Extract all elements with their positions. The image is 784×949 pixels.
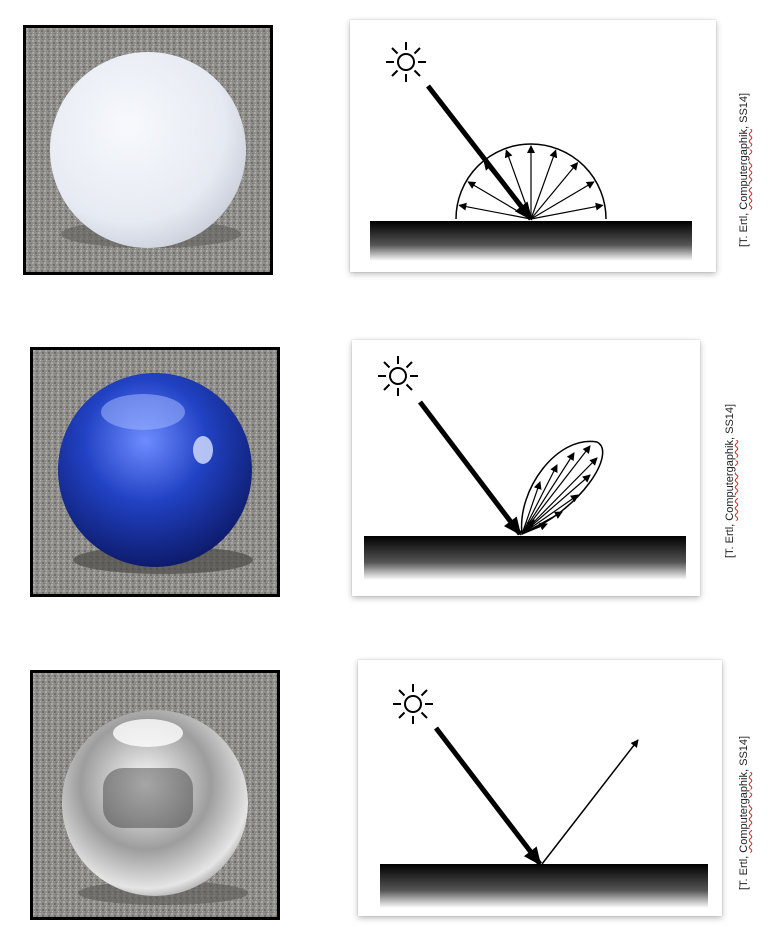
reflected-ray xyxy=(521,464,558,535)
reflected-ray xyxy=(530,149,558,220)
diffuse-lobe xyxy=(455,143,607,220)
reflected-ray xyxy=(521,452,575,535)
reflected-ray xyxy=(541,739,639,865)
diffuse-sphere-photo xyxy=(23,25,273,275)
incident-ray xyxy=(426,84,533,221)
citation-row-2: [T. Ertl, Computergaphik, SS14] xyxy=(724,403,736,558)
reflected-ray xyxy=(521,481,542,535)
surface xyxy=(364,536,686,580)
reflected-rays xyxy=(458,145,604,220)
sun-icon xyxy=(377,355,419,397)
citation-row-1: [T. Ertl, Computergaphik, SS14] xyxy=(738,92,750,247)
reflected-ray xyxy=(521,445,591,535)
glossy-sphere-photo xyxy=(30,347,280,597)
reflected-ray xyxy=(521,457,598,535)
incident-ray xyxy=(434,726,542,866)
mirror-reflection-diagram xyxy=(358,660,722,916)
reflected-ray xyxy=(458,202,532,220)
reflected-ray xyxy=(521,522,548,535)
sun-icon xyxy=(392,683,434,725)
reflected-ray xyxy=(530,161,579,220)
reflected-ray xyxy=(521,519,535,535)
reflected-ray xyxy=(530,202,604,220)
sun-icon xyxy=(385,41,427,83)
citation-row-3: [T. Ertl, Computergaphik, SS14] xyxy=(738,735,750,890)
reflected-rays xyxy=(521,445,598,535)
glossy-reflection-diagram xyxy=(352,340,700,596)
surface xyxy=(370,221,692,261)
incident-ray xyxy=(418,400,522,536)
reflected-ray xyxy=(483,161,532,220)
reflected-ray xyxy=(521,494,579,535)
reflected-ray xyxy=(467,181,532,220)
mirror-sphere-photo xyxy=(30,670,280,920)
surface xyxy=(380,864,708,908)
diffuse-reflection-diagram xyxy=(350,20,716,272)
reflected-ray xyxy=(530,181,595,220)
reflected-ray xyxy=(504,149,532,220)
glossy-lobe xyxy=(520,440,604,536)
